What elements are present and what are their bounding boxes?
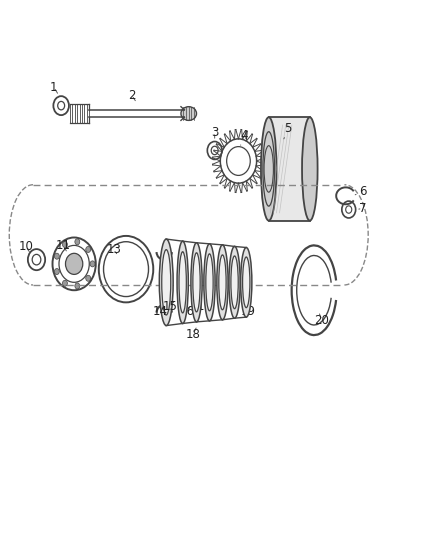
Ellipse shape	[193, 253, 200, 312]
Ellipse shape	[261, 117, 276, 221]
Text: 3: 3	[211, 125, 219, 139]
Ellipse shape	[302, 117, 318, 221]
Ellipse shape	[162, 249, 171, 315]
Circle shape	[54, 253, 59, 259]
Text: 1: 1	[50, 80, 57, 94]
Circle shape	[54, 269, 59, 274]
Text: 16: 16	[180, 305, 195, 318]
Text: 11: 11	[56, 239, 71, 252]
Circle shape	[63, 241, 67, 247]
Ellipse shape	[206, 254, 213, 311]
Circle shape	[75, 283, 80, 289]
Text: 2: 2	[128, 88, 135, 102]
Ellipse shape	[204, 244, 215, 321]
Ellipse shape	[219, 255, 226, 310]
Polygon shape	[269, 117, 310, 221]
Circle shape	[63, 280, 67, 286]
Text: 5: 5	[284, 122, 292, 139]
Text: 14: 14	[153, 305, 168, 318]
Ellipse shape	[243, 257, 250, 308]
Text: 18: 18	[186, 327, 201, 341]
Text: 20: 20	[314, 314, 329, 327]
Circle shape	[75, 239, 80, 245]
Circle shape	[86, 246, 91, 253]
Ellipse shape	[159, 239, 173, 326]
Ellipse shape	[177, 241, 188, 324]
Text: 7: 7	[359, 202, 366, 215]
Text: 6: 6	[355, 185, 366, 198]
Ellipse shape	[179, 252, 186, 313]
Ellipse shape	[191, 243, 202, 322]
Circle shape	[90, 261, 95, 267]
Text: 13: 13	[106, 243, 121, 256]
Text: 4: 4	[240, 129, 248, 145]
Text: 15: 15	[163, 300, 178, 312]
Circle shape	[86, 275, 91, 281]
Ellipse shape	[181, 107, 197, 120]
Text: 10: 10	[18, 240, 33, 253]
Ellipse shape	[217, 245, 228, 320]
Ellipse shape	[240, 247, 252, 317]
Circle shape	[66, 253, 83, 274]
Text: 17: 17	[197, 300, 212, 312]
Ellipse shape	[229, 246, 240, 318]
Ellipse shape	[231, 256, 238, 309]
Text: 19: 19	[241, 305, 256, 318]
